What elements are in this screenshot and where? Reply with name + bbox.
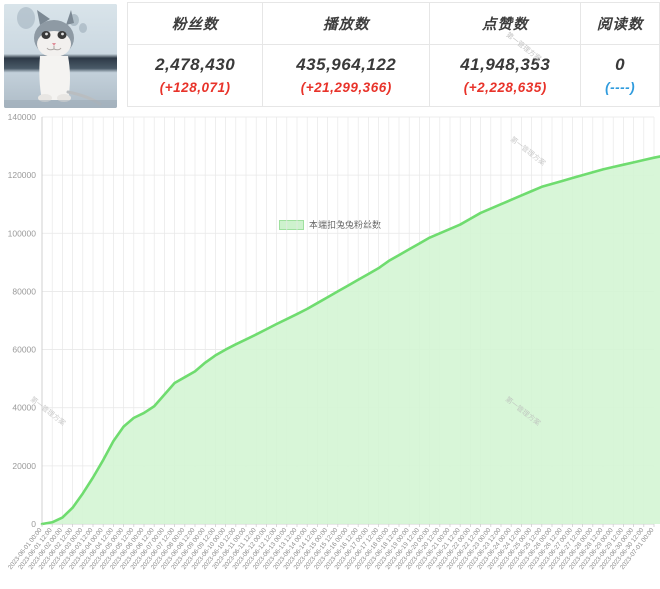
- chart-area-series: [40, 155, 660, 526]
- fans-delta: (+128,071): [159, 80, 231, 96]
- column-header-likes: 点赞数: [429, 2, 582, 45]
- plays-value: 435,964,122: [296, 54, 397, 74]
- cell-likes: 41,948,353 (+2,228,635): [429, 44, 582, 107]
- table-row: 2,478,430 (+128,071) 435,964,122 (+21,29…: [126, 44, 660, 107]
- stats-table: 粉丝数 播放数 点赞数 阅读数 2,478,430 (+128,071) 435…: [126, 2, 660, 107]
- svg-text:0: 0: [31, 519, 36, 529]
- plays-delta: (+21,299,366): [300, 80, 392, 96]
- svg-text:20000: 20000: [12, 461, 36, 471]
- cat-photo-icon: [4, 4, 117, 108]
- column-header-fans: 粉丝数: [126, 2, 264, 45]
- svg-text:100000: 100000: [8, 228, 37, 238]
- likes-delta: (+2,228,635): [463, 80, 547, 96]
- table-header-row: 粉丝数 播放数 点赞数 阅读数: [126, 2, 660, 45]
- fans-value: 2,478,430: [155, 54, 236, 74]
- svg-text:120000: 120000: [8, 170, 37, 180]
- chart-legend[interactable]: 本端扣兔兔粉丝数: [0, 218, 660, 232]
- likes-value: 41,948,353: [460, 54, 551, 74]
- cell-fans: 2,478,430 (+128,071): [126, 44, 264, 107]
- reads-delta: (----): [605, 80, 636, 96]
- reads-value: 0: [615, 54, 626, 74]
- chart-canvas[interactable]: 020000400006000080000100000120000140000 …: [0, 110, 660, 589]
- cell-plays: 435,964,122 (+21,299,366): [262, 44, 431, 107]
- cell-reads: 0 (----): [580, 44, 660, 107]
- svg-text:80000: 80000: [12, 286, 36, 296]
- svg-text:60000: 60000: [12, 345, 36, 355]
- fans-growth-chart: 本端扣兔兔粉丝数 0 20000 40000 60000 80000 100000 1200…: [0, 110, 660, 589]
- channel-avatar[interactable]: [4, 4, 117, 108]
- column-header-plays: 播放数: [262, 2, 431, 45]
- stats-panel: 粉丝数 播放数 点赞数 阅读数 2,478,430 (+128,071) 435…: [0, 0, 660, 110]
- svg-text:40000: 40000: [12, 403, 36, 413]
- legend-label-fans: 本端扣兔兔粉丝数: [308, 220, 381, 230]
- y-axis-labels: 0 20000 40000 60000 80000 100000 120000 140000: [8, 112, 37, 529]
- svg-text:140000: 140000: [8, 112, 37, 122]
- column-header-reads: 阅读数: [580, 2, 660, 45]
- legend-swatch-fans: [278, 220, 304, 230]
